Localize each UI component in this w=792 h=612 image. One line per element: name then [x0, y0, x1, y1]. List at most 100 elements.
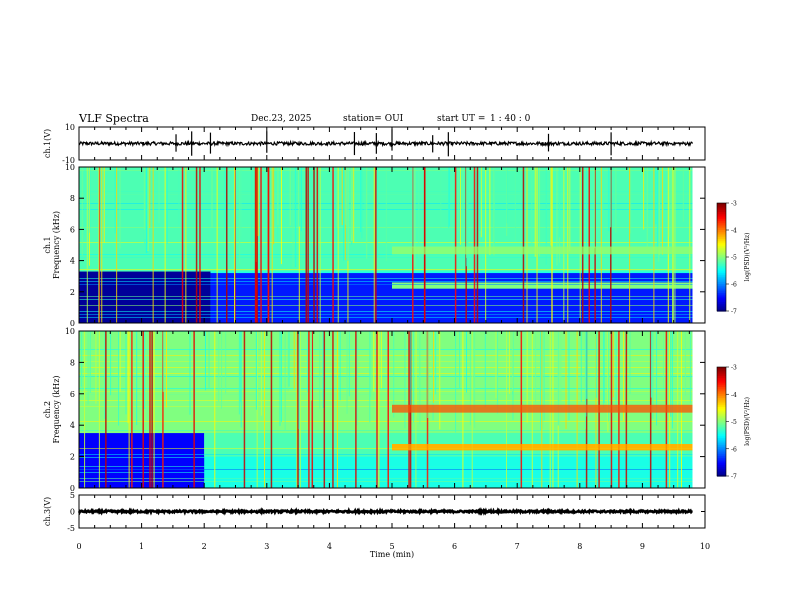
x-tick-label: 8	[577, 542, 582, 551]
spectrogram-sferic	[689, 331, 691, 404]
colorbar-segment	[717, 210, 726, 213]
spectrogram-sferic	[251, 167, 253, 260]
spectrogram-sferic	[350, 167, 352, 235]
spectrogram-sferic	[684, 331, 686, 396]
spectrogram-sferic	[211, 167, 213, 228]
spectrogram-sferic	[568, 331, 570, 421]
spectrogram-sferic	[512, 331, 514, 420]
spectrogram-sferic	[142, 331, 144, 488]
spectrogram-sferic	[347, 167, 349, 261]
colorbar-segment	[717, 386, 726, 390]
date-label: Dec.23, 2025	[251, 114, 312, 124]
spectrogram-sferic	[670, 167, 672, 244]
spectrogram-sferic	[144, 331, 146, 410]
spectrogram-sferic	[216, 167, 218, 323]
spectrogram-sferic	[657, 167, 659, 255]
spectrogram-sferic	[185, 167, 187, 323]
spectrogram-sferic	[495, 331, 497, 399]
spectrogram-stripe	[79, 209, 693, 210]
spectrogram-sferic	[165, 331, 167, 408]
spectrogram-sferic	[662, 331, 664, 388]
spectrogram-sferic	[98, 331, 100, 488]
spectrogram-sferic	[297, 331, 299, 488]
colorbar-segment	[717, 208, 726, 211]
colorbar-segment	[717, 300, 726, 303]
spectrogram-sferic	[563, 167, 565, 323]
spectrogram-sferic	[110, 331, 112, 396]
spectrogram-sferic	[339, 331, 341, 401]
spectrogram-sferic	[454, 167, 457, 323]
spectrogram-sferic	[103, 167, 105, 243]
spectrogram-sferic	[540, 331, 542, 391]
colorbar-segment	[717, 230, 726, 233]
spectrogram-sferic	[559, 331, 561, 423]
x-tick-label: 10	[700, 542, 710, 551]
spectrogram-sferic	[353, 167, 355, 243]
y-tick-label: 0	[70, 319, 75, 328]
spectrogram-sferic	[149, 331, 151, 488]
colorbar-segment	[717, 403, 726, 406]
spectrogram-sferic	[116, 167, 118, 323]
spectrogram-stripe	[79, 478, 693, 479]
x-tick-label: 5	[389, 542, 394, 551]
spectrogram-sferic	[257, 167, 259, 237]
colorbar-segment	[717, 423, 726, 426]
spectrogram-sferic	[629, 167, 631, 323]
colorbar-segment	[717, 412, 726, 415]
spectrogram-sferic	[537, 167, 539, 236]
spectrogram-sferic	[672, 167, 674, 323]
colorbar-segment	[717, 226, 726, 229]
colorbar-tick-label: -5	[731, 255, 737, 262]
spectrogram-sferic	[164, 167, 166, 323]
spectrogram-sferic	[255, 331, 257, 410]
colorbar-segment	[717, 465, 726, 468]
spectrogram-sferic	[580, 331, 582, 403]
colorbar-tick-label: -3	[731, 365, 737, 372]
colorbar-segment	[717, 228, 726, 231]
y-axis-label: Frequency (kHz)	[52, 211, 61, 279]
spectrogram-sferic	[531, 167, 533, 254]
spectrogram-stripe	[79, 227, 693, 228]
spectrogram-sferic	[208, 331, 210, 389]
colorbar-segment	[717, 271, 726, 274]
spectrogram-sferic	[551, 167, 553, 323]
spectrogram-sferic	[373, 331, 375, 391]
colorbar-tick-label: -6	[731, 446, 737, 453]
colorbar-segment	[717, 397, 726, 401]
colorbar-segment	[717, 296, 726, 299]
colorbar-segment	[717, 276, 726, 280]
spectrogram-sferic	[600, 167, 602, 323]
spectrogram-sferic	[158, 167, 160, 224]
spectrogram-sferic	[310, 167, 312, 264]
colorbar-segment	[717, 222, 726, 226]
spectrogram-sferic	[101, 167, 103, 323]
spectrogram-sferic	[418, 167, 420, 260]
colorbar-segment	[717, 280, 726, 283]
colorbar-label: log(PSD)(V²/Hz)	[744, 397, 751, 446]
spectrogram-sferic	[292, 167, 294, 268]
spectrogram-sferic	[360, 167, 362, 232]
spectrogram-sferic	[271, 167, 273, 323]
spectrogram-sferic	[315, 167, 317, 246]
spectrogram-sferic	[105, 331, 107, 488]
spectrogram-sferic	[84, 167, 86, 235]
spectrogram-sferic	[682, 167, 684, 222]
colorbar-segment	[717, 213, 726, 217]
spectrogram-stripe	[79, 430, 693, 431]
spectrogram-sferic	[130, 331, 132, 417]
spectrogram-sferic	[607, 331, 609, 422]
spectrogram-stripe	[79, 194, 693, 195]
spectrogram-sferic	[414, 167, 416, 267]
spectrogram-band	[79, 433, 205, 488]
spectrogram-sferic	[439, 331, 441, 430]
colorbar-segment	[717, 294, 726, 298]
spectrogram-sferic	[497, 331, 499, 414]
colorbar-segment	[717, 405, 726, 408]
colorbar-segment	[717, 474, 726, 477]
spectrogram-sferic	[557, 331, 559, 426]
colorbar-segment	[717, 244, 726, 247]
spectrogram-sferic	[89, 331, 91, 393]
colorbar-segment	[717, 233, 726, 236]
spectrogram-sferic	[307, 167, 309, 323]
spectrogram-stripe	[79, 466, 693, 467]
